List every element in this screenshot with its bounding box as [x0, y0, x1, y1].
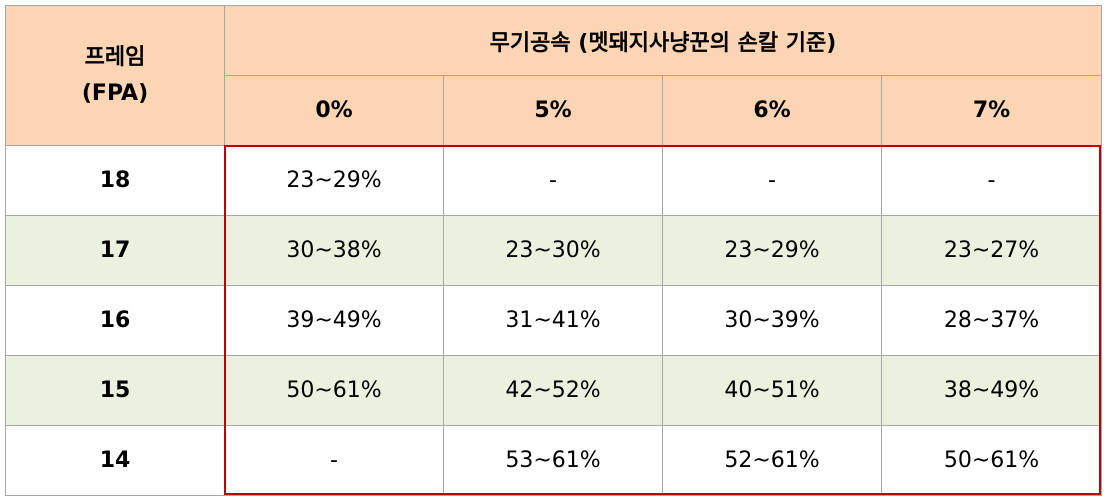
value-cell: 50~61% [224, 355, 444, 426]
value-cell: 28~37% [880, 285, 1103, 356]
column-header: 6% [662, 75, 882, 146]
fpa-table: 프레임 (FPA) 무기공속 (멧돼지사냥꾼의 손칼 기준) 0% 5% 6% … [5, 5, 1103, 496]
frame-header-line: 프레임 [84, 44, 146, 70]
value-cell: 50~61% [880, 425, 1103, 496]
column-header: 0% [224, 75, 444, 146]
table-row: 18 23~29% - - - [5, 145, 1103, 216]
value-cell: 38~49% [880, 355, 1103, 426]
value-cell: - [224, 425, 444, 496]
value-cell: 52~61% [662, 425, 882, 496]
value-cell: - [662, 145, 882, 216]
table-row: 17 30~38% 23~30% 23~29% 23~27% [5, 215, 1103, 286]
value-cell: 39~49% [224, 285, 444, 356]
value-cell: 23~29% [224, 145, 444, 216]
table-row: 16 39~49% 31~41% 30~39% 28~37% [5, 285, 1103, 356]
fpa-cell: 16 [5, 285, 225, 356]
value-cell: - [443, 145, 663, 216]
fpa-cell: 15 [5, 355, 225, 426]
value-cell: 23~29% [662, 215, 882, 286]
value-cell: 42~52% [443, 355, 663, 426]
value-cell: - [880, 145, 1103, 216]
value-cell: 31~41% [443, 285, 663, 356]
value-cell: 23~30% [443, 215, 663, 286]
column-header: 5% [443, 75, 663, 146]
speed-header: 무기공속 (멧돼지사냥꾼의 손칼 기준) [223, 5, 1103, 76]
fpa-cell: 14 [5, 425, 225, 496]
table-body: 18 23~29% - - -17 30~38% 23~30% 23~29% 23~27% 16 3… [5, 145, 1103, 496]
value-cell: 30~39% [662, 285, 882, 356]
column-header: 7% [880, 75, 1103, 146]
fpa-cell: 18 [5, 145, 225, 216]
value-cell: 23~27% [880, 215, 1103, 286]
table-row: 15 50~61% 42~52% 40~51% 38~49% [5, 355, 1103, 426]
frame-header: 프레임 (FPA) [5, 5, 225, 146]
value-cell: 30~38% [224, 215, 444, 286]
value-cell: 53~61% [443, 425, 663, 496]
fpa-cell: 17 [5, 215, 225, 286]
frame-header-line: (FPA) [81, 80, 149, 106]
table-row: 14-53~61% 52~61% 50~61% [5, 425, 1103, 496]
value-cell: 40~51% [662, 355, 882, 426]
